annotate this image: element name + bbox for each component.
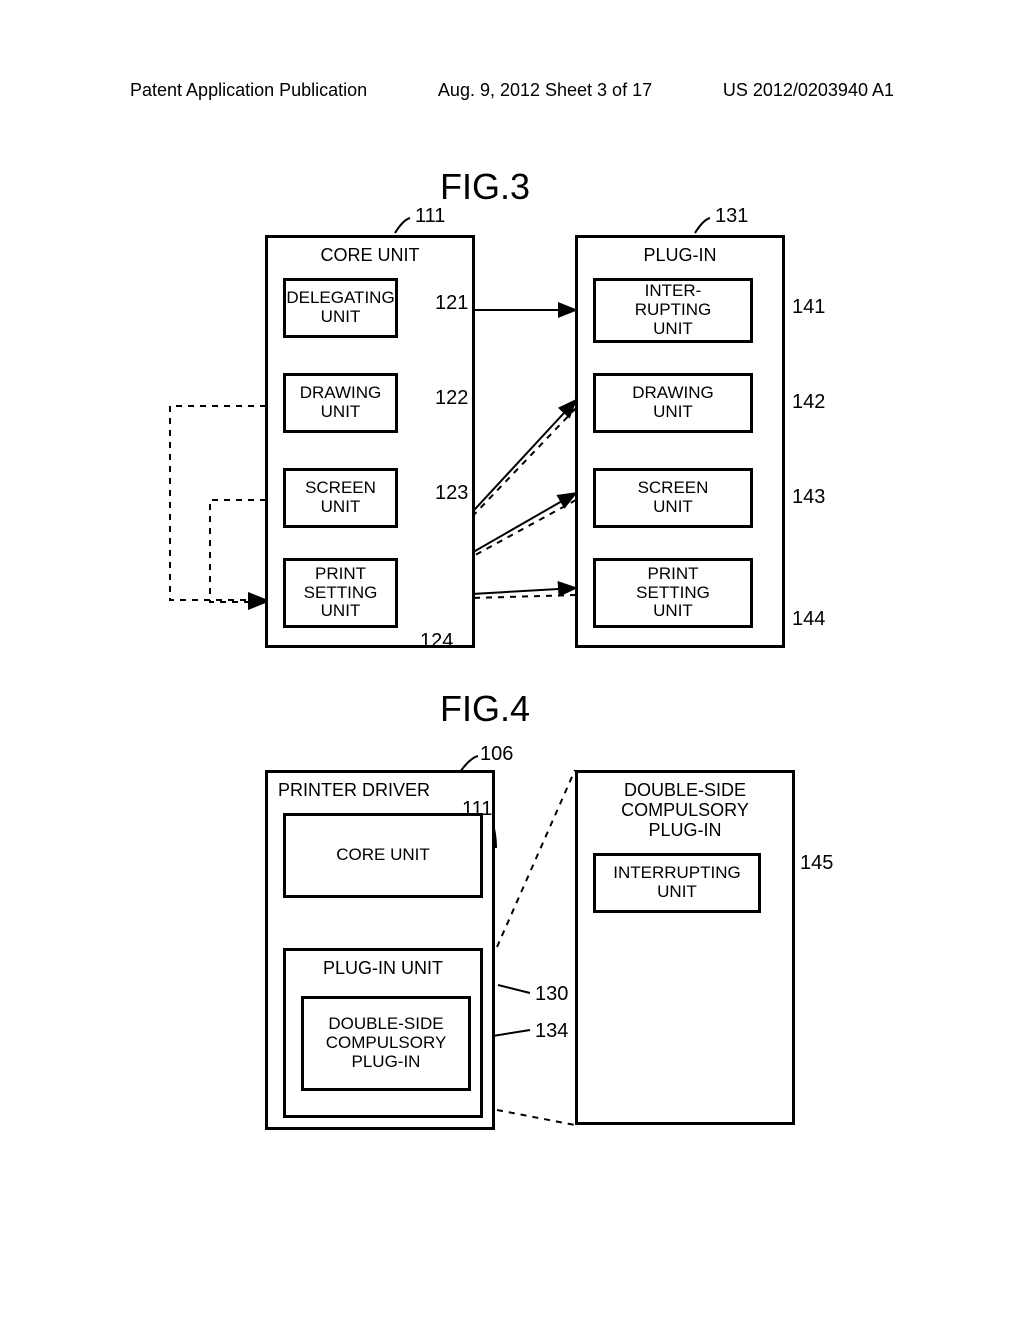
fig3-plugin-label: PLUG-IN [578, 246, 782, 266]
double-side-plugin-inner: DOUBLE-SIDECOMPULSORYPLUG-IN [301, 996, 471, 1091]
ref-144: 144 [792, 608, 825, 631]
header-center: Aug. 9, 2012 Sheet 3 of 17 [438, 80, 652, 101]
ref-123: 123 [435, 482, 468, 505]
page-area: FIG.3 [0, 150, 1024, 1320]
ref-134: 134 [535, 1020, 568, 1043]
plugin-drawing-unit: DRAWINGUNIT [593, 373, 753, 433]
fig4-core-unit: CORE UNIT [283, 813, 483, 898]
fig3-title: FIG.3 [440, 166, 530, 208]
ref-111: 111 [415, 205, 445, 228]
interrupting-unit: INTER-RUPTINGUNIT [593, 278, 753, 343]
ref-124: 124 [420, 630, 453, 653]
header-left: Patent Application Publication [130, 80, 367, 101]
fig4-interrupting-unit: INTERRUPTINGUNIT [593, 853, 761, 913]
plugin-screen-unit: SCREENUNIT [593, 468, 753, 528]
plugin-unit-label: PLUG-IN UNIT [286, 959, 480, 979]
fig4-title: FIG.4 [440, 688, 530, 730]
fig3-plugin: PLUG-IN INTER-RUPTINGUNIT DRAWINGUNIT SC… [575, 235, 785, 648]
ref-122: 122 [435, 387, 468, 410]
ref-111b: 111 [462, 798, 492, 821]
printer-driver-label: PRINTER DRIVER [278, 781, 482, 801]
ref-142: 142 [792, 391, 825, 414]
core-screen-unit: SCREENUNIT [283, 468, 398, 528]
fig3-core-label: CORE UNIT [268, 246, 472, 266]
ref-131: 131 [715, 205, 748, 228]
fig3-svg [0, 150, 1024, 690]
header-right: US 2012/0203940 A1 [723, 80, 894, 101]
ref-121: 121 [435, 292, 468, 315]
core-print-setting-unit: PRINTSETTINGUNIT [283, 558, 398, 628]
delegating-unit: DELEGATINGUNIT [283, 278, 398, 338]
core-drawing-unit: DRAWINGUNIT [283, 373, 398, 433]
double-side-plugin: DOUBLE-SIDECOMPULSORYPLUG-IN INTERRUPTIN… [575, 770, 795, 1125]
plugin-print-setting-unit: PRINTSETTINGUNIT [593, 558, 753, 628]
ref-143: 143 [792, 486, 825, 509]
ref-145: 145 [800, 852, 833, 875]
page-header: Patent Application Publication Aug. 9, 2… [0, 80, 1024, 101]
double-side-plugin-label: DOUBLE-SIDECOMPULSORYPLUG-IN [588, 781, 782, 840]
ref-106: 106 [480, 743, 513, 766]
fig4-svg [0, 730, 1024, 1230]
ref-141: 141 [792, 296, 825, 319]
ref-130: 130 [535, 983, 568, 1006]
printer-driver: PRINTER DRIVER CORE UNIT PLUG-IN UNIT DO… [265, 770, 495, 1130]
plugin-unit: PLUG-IN UNIT DOUBLE-SIDECOMPULSORYPLUG-I… [283, 948, 483, 1118]
